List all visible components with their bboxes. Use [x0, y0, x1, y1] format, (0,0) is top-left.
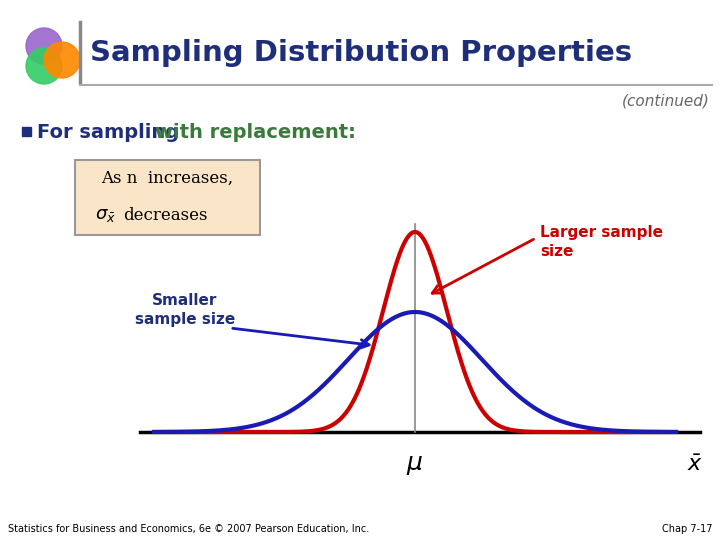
Text: decreases: decreases [123, 206, 207, 224]
FancyBboxPatch shape [75, 160, 260, 235]
Circle shape [26, 48, 62, 84]
Circle shape [26, 28, 62, 64]
Text: Statistics for Business and Economics, 6e © 2007 Pearson Education, Inc.: Statistics for Business and Economics, 6… [8, 524, 369, 534]
Text: Larger sample
size: Larger sample size [540, 225, 663, 259]
Circle shape [44, 42, 80, 78]
Text: For sampling: For sampling [37, 123, 186, 141]
Text: As n  increases,: As n increases, [102, 170, 233, 186]
Text: Smaller
sample size: Smaller sample size [135, 293, 235, 327]
Text: $\mu$: $\mu$ [406, 454, 423, 477]
Text: Chap 7-17: Chap 7-17 [662, 524, 712, 534]
Text: $\bar{x}$: $\bar{x}$ [687, 454, 703, 476]
Bar [22, 127, 31, 136]
Text: (continued): (continued) [622, 93, 710, 108]
Text: with replacement:: with replacement: [155, 123, 356, 141]
Text: $\sigma_{\bar{x}}$: $\sigma_{\bar{x}}$ [95, 206, 116, 224]
Text: Sampling Distribution Properties: Sampling Distribution Properties [90, 39, 632, 67]
